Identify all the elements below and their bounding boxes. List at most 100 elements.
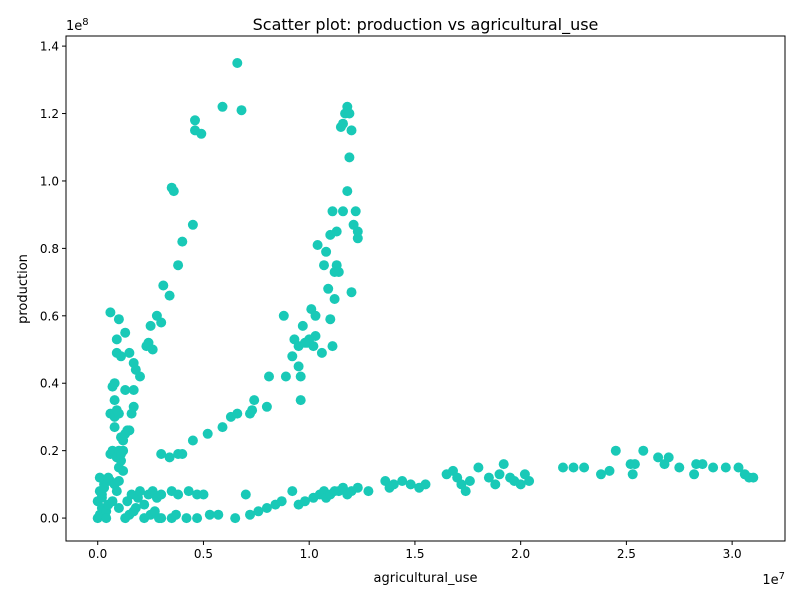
- data-point: [697, 459, 708, 470]
- data-point: [720, 462, 731, 473]
- data-point: [568, 462, 579, 473]
- data-point: [312, 240, 323, 250]
- data-point: [610, 445, 621, 456]
- data-point: [168, 186, 179, 197]
- data-point: [316, 347, 327, 358]
- data-point: [190, 115, 200, 126]
- data-point: [490, 479, 501, 490]
- data-point: [276, 496, 287, 507]
- data-point: [346, 287, 357, 298]
- data-point: [156, 449, 167, 459]
- y-tick-label: 0.6: [40, 309, 59, 323]
- data-point: [109, 378, 120, 389]
- data-point: [319, 260, 329, 271]
- data-point: [352, 226, 363, 237]
- data-point: [261, 401, 272, 412]
- y-axis-label: production: [16, 254, 31, 324]
- data-point: [202, 428, 213, 439]
- data-point: [638, 445, 649, 456]
- data-point: [187, 435, 198, 446]
- data-point: [674, 462, 685, 473]
- data-point: [232, 58, 243, 68]
- data-point: [116, 449, 126, 459]
- data-point: [498, 459, 509, 470]
- data-point: [192, 513, 203, 524]
- y-tick-label: 1.4: [40, 40, 59, 54]
- data-point: [329, 294, 340, 304]
- data-point: [483, 472, 494, 483]
- data-point: [177, 236, 188, 247]
- data-point: [748, 472, 759, 483]
- data-point: [111, 405, 122, 416]
- data-point: [109, 395, 120, 406]
- data-point: [331, 226, 342, 237]
- x-tick-label: 1.5: [405, 547, 424, 561]
- data-point: [128, 401, 139, 412]
- x-tick-label: 3.0: [723, 547, 742, 561]
- y-axis-ticks: 0.0 0.2 0.4 0.6 0.8 1.0 1.2 1.4: [40, 40, 66, 526]
- data-point: [113, 314, 124, 325]
- data-point: [156, 317, 167, 328]
- data-point: [240, 489, 251, 500]
- data-point: [124, 347, 135, 358]
- data-point: [109, 422, 120, 433]
- data-point: [460, 486, 471, 497]
- data-point: [264, 371, 274, 382]
- data-point: [515, 479, 526, 490]
- data-point: [352, 482, 363, 493]
- x-tick-label: 2.0: [511, 547, 530, 561]
- data-point: [99, 482, 110, 493]
- data-point: [236, 105, 247, 116]
- data-point: [103, 472, 114, 483]
- y-tick-label: 0.8: [40, 242, 59, 256]
- data-point: [116, 351, 126, 362]
- data-point: [245, 509, 255, 520]
- data-point: [420, 479, 431, 490]
- data-point: [494, 469, 505, 480]
- data-point: [558, 462, 568, 473]
- data-point: [287, 486, 298, 497]
- x-tick-label: 2.5: [617, 547, 636, 561]
- data-point: [627, 469, 638, 480]
- y-tick-label: 0.4: [40, 377, 59, 391]
- data-point: [139, 499, 150, 510]
- data-point: [280, 371, 291, 382]
- data-point: [187, 219, 198, 230]
- data-point: [105, 307, 116, 318]
- data-point: [323, 283, 334, 294]
- data-point: [232, 408, 243, 419]
- data-point: [135, 486, 145, 497]
- data-point: [156, 513, 167, 524]
- data-point: [198, 489, 209, 500]
- data-point: [139, 513, 150, 524]
- y-tick-label: 1.2: [40, 107, 59, 121]
- data-point: [596, 469, 606, 480]
- data-point: [147, 344, 158, 355]
- data-point: [338, 206, 348, 217]
- data-point: [247, 405, 258, 416]
- data-point: [278, 310, 289, 321]
- data-point: [287, 351, 298, 362]
- data-point: [329, 267, 340, 277]
- data-point: [663, 452, 674, 463]
- data-point: [124, 425, 135, 436]
- plot-frame: [65, 35, 786, 542]
- y-tick-label: 0.0: [40, 512, 59, 526]
- data-point: [524, 476, 535, 486]
- data-point: [344, 108, 355, 119]
- data-point: [164, 290, 175, 301]
- data-point: [342, 186, 353, 197]
- data-point: [350, 206, 361, 217]
- data-point: [249, 395, 260, 406]
- data-point: [181, 513, 192, 524]
- data-point: [177, 449, 188, 459]
- data-point: [363, 486, 374, 497]
- data-point: [253, 506, 264, 517]
- data-point: [120, 327, 131, 338]
- data-point: [156, 489, 167, 500]
- x-axis-label: agricultural_use: [374, 571, 478, 586]
- y-axis-multiplier: 1e8: [66, 17, 89, 34]
- data-point: [310, 310, 321, 321]
- data-point: [733, 462, 744, 473]
- data-point: [213, 509, 224, 520]
